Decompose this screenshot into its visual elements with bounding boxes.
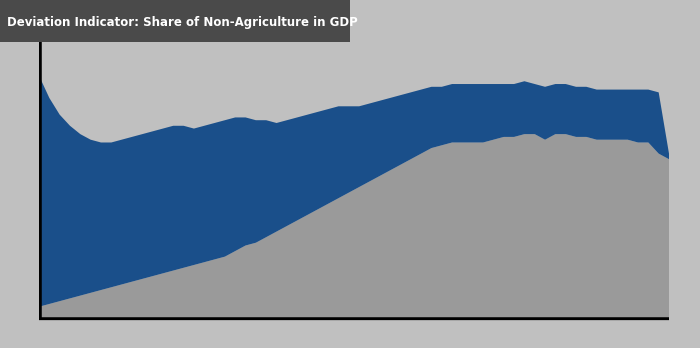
Text: Deviation Indicator: Share of Non-Agriculture in GDP: Deviation Indicator: Share of Non-Agricu… [7,16,358,30]
